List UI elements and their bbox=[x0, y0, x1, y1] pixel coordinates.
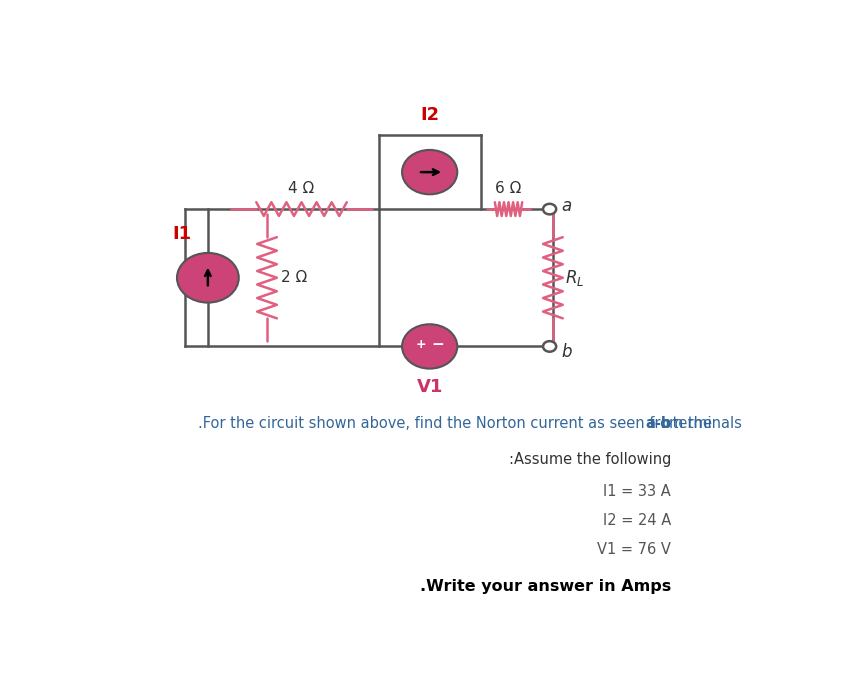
Circle shape bbox=[402, 150, 457, 194]
Text: −: − bbox=[431, 338, 444, 353]
Text: .Write your answer in Amps: .Write your answer in Amps bbox=[420, 579, 672, 594]
Text: +: + bbox=[416, 338, 426, 351]
Circle shape bbox=[177, 253, 239, 303]
Text: 6 Ω: 6 Ω bbox=[495, 181, 522, 196]
Text: I2 = 24 A: I2 = 24 A bbox=[603, 513, 672, 528]
Text: 4 Ω: 4 Ω bbox=[288, 181, 315, 196]
Text: I2: I2 bbox=[420, 106, 439, 123]
Circle shape bbox=[543, 204, 556, 215]
Circle shape bbox=[543, 341, 556, 352]
Text: a-b: a-b bbox=[644, 416, 672, 431]
Text: 2 Ω: 2 Ω bbox=[282, 270, 308, 285]
Text: I1: I1 bbox=[172, 226, 191, 244]
Text: :Assume the following: :Assume the following bbox=[509, 453, 672, 467]
Text: V1 = 76 V: V1 = 76 V bbox=[597, 543, 672, 557]
Text: I1 = 33 A: I1 = 33 A bbox=[604, 484, 672, 499]
Text: $R_L$: $R_L$ bbox=[565, 268, 584, 287]
Text: b: b bbox=[561, 343, 572, 361]
Text: V1: V1 bbox=[416, 378, 443, 396]
Text: a: a bbox=[561, 198, 572, 215]
Text: terminals: terminals bbox=[668, 416, 742, 431]
Text: .For the circuit shown above, find the Norton current as seen from the: .For the circuit shown above, find the N… bbox=[198, 416, 717, 431]
Circle shape bbox=[402, 324, 457, 368]
